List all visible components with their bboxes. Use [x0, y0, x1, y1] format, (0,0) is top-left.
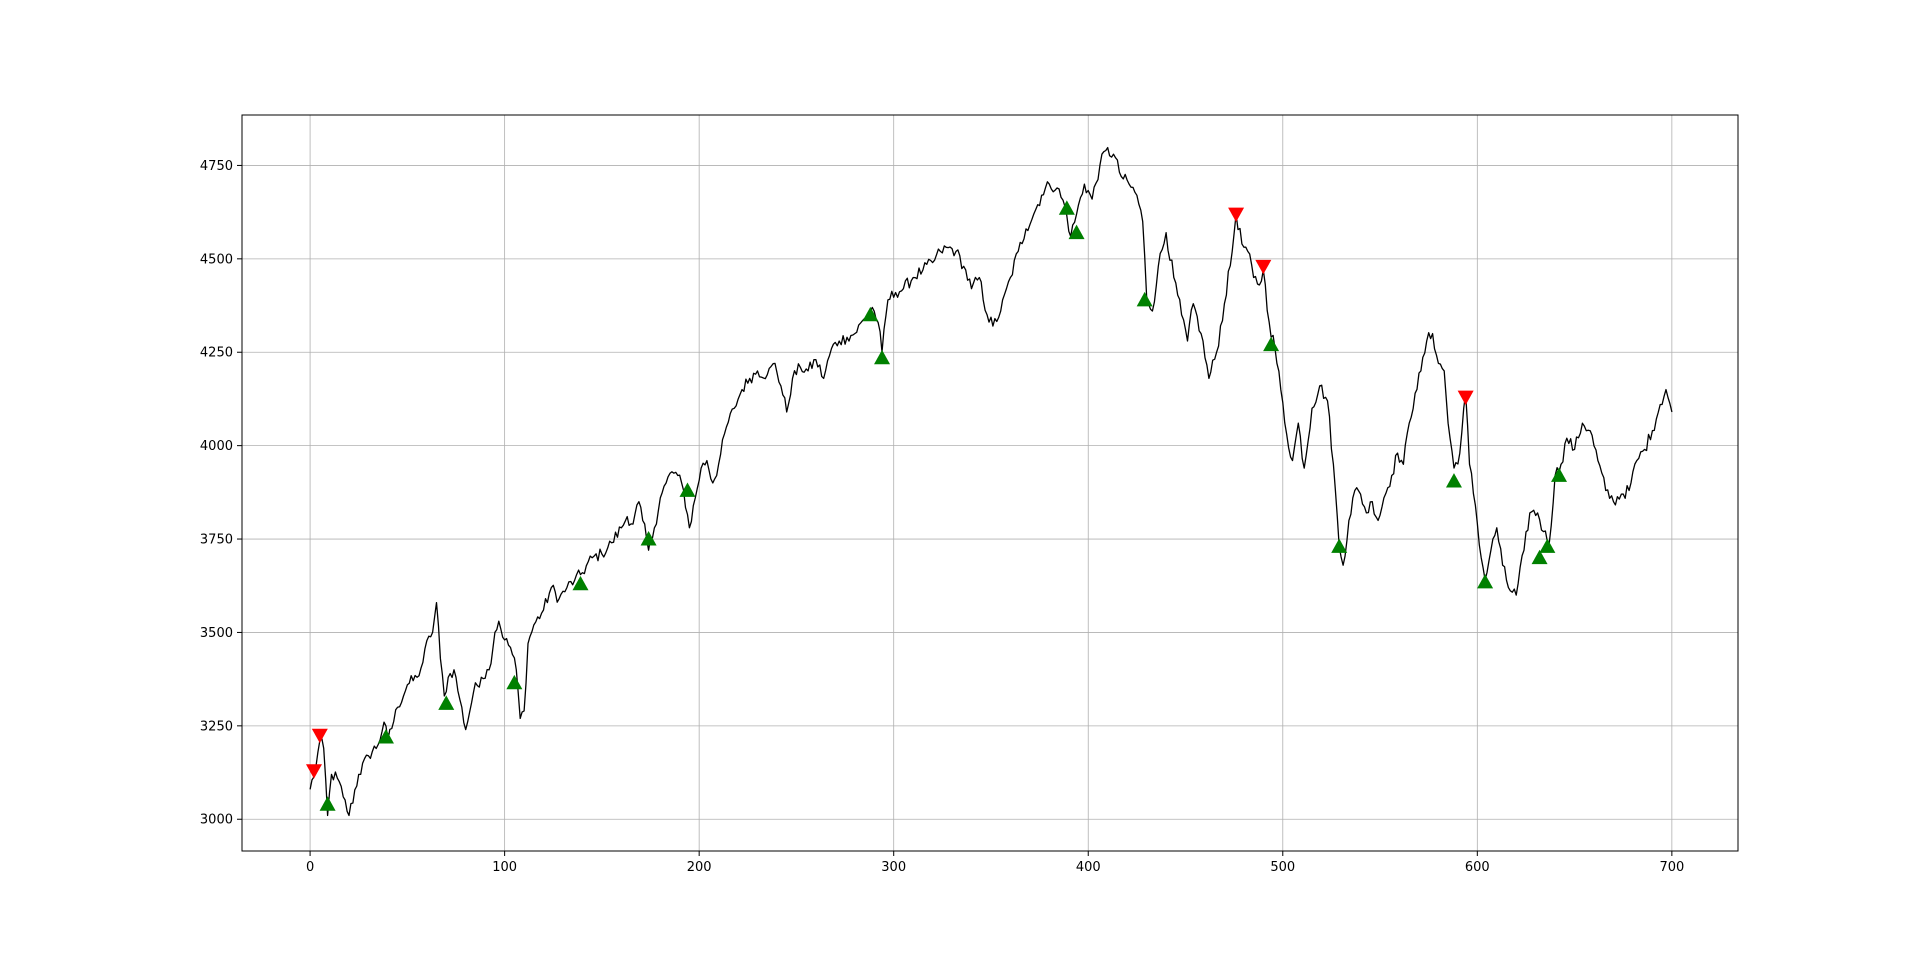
buy-signal-marker	[862, 306, 879, 322]
buy-signal-marker	[1263, 336, 1280, 352]
buy-signal-marker	[1531, 549, 1548, 565]
sell-signal-marker	[311, 728, 328, 744]
x-tick-label: 400	[1076, 860, 1101, 875]
y-tick-label: 3500	[200, 626, 233, 641]
buy-signal-marker	[1136, 291, 1153, 307]
x-tick-label: 500	[1270, 860, 1295, 875]
x-tick-label: 200	[687, 860, 712, 875]
y-tick-label: 4750	[200, 159, 233, 174]
y-tick-label: 4500	[200, 252, 233, 267]
plot-area-frame	[241, 114, 1739, 852]
sell-signal-marker	[1255, 259, 1272, 275]
buy-signal-marker	[572, 575, 589, 591]
y-tick-label: 3250	[200, 719, 233, 734]
buy-signal-marker	[1539, 538, 1556, 553]
y-tick-label: 4000	[200, 439, 233, 454]
buy-signal-marker	[1331, 538, 1348, 553]
x-tick-label: 0	[306, 860, 314, 875]
signal-markers	[305, 200, 1568, 811]
buy-signal-marker	[438, 695, 455, 710]
sell-signal-marker	[305, 764, 322, 779]
x-tick-label: 600	[1465, 860, 1490, 875]
x-tick-label: 100	[492, 860, 517, 875]
buy-signal-marker	[679, 482, 696, 497]
grid-lines	[242, 115, 1738, 851]
buy-signal-marker	[319, 796, 336, 811]
buy-signal-marker	[640, 531, 657, 546]
x-tick-label: 700	[1659, 860, 1684, 875]
buy-signal-marker	[1068, 224, 1085, 240]
sell-signal-marker	[1457, 390, 1474, 406]
y-tick-label: 3750	[200, 533, 233, 548]
buy-signal-marker	[377, 729, 394, 744]
price-series-line	[309, 146, 1673, 817]
sell-signal-marker	[1228, 207, 1245, 223]
axis-ticks: 0 100 200 300 400 500 600 700 3000 3250 3500 3750 40…	[200, 159, 1684, 875]
buy-signal-marker	[506, 674, 523, 690]
y-tick-label: 4250	[200, 346, 233, 361]
buy-signal-marker	[1551, 467, 1568, 482]
x-tick-label: 300	[881, 860, 906, 875]
buy-signal-marker	[1445, 473, 1462, 488]
price-line-layer	[309, 146, 1673, 817]
buy-signal-marker	[874, 349, 891, 365]
buy-signal-marker	[1058, 200, 1075, 215]
y-tick-label: 3000	[200, 813, 233, 828]
buy-signal-marker	[1477, 574, 1494, 589]
